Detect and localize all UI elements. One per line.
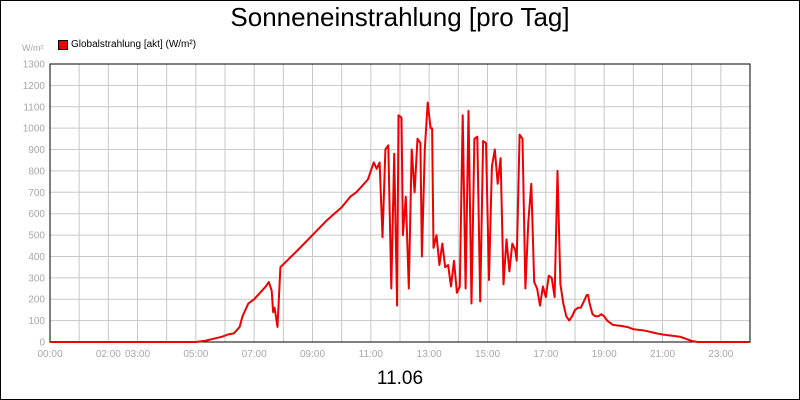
legend-swatch <box>58 39 68 50</box>
y-tick-label: 1100 <box>23 102 45 113</box>
chart-title: Sonneneinstrahlung [pro Tag] <box>230 2 570 32</box>
x-tick-label: 23:00 <box>708 349 733 360</box>
x-tick-label: 09:00 <box>300 349 325 360</box>
y-tick-label: 100 <box>28 316 45 327</box>
y-tick-label: 400 <box>28 252 45 263</box>
x-tick-label: 15:00 <box>475 349 500 360</box>
y-tick-label: 800 <box>28 166 45 177</box>
y-tick-label: 900 <box>28 145 45 156</box>
x-tick-label: 11:00 <box>359 349 384 360</box>
y-tick-label: 1300 <box>23 60 46 71</box>
y-tick-label: 300 <box>28 273 45 284</box>
x-tick-label: 21:00 <box>650 349 675 360</box>
plot-border <box>49 63 751 343</box>
y-tick-label: 200 <box>28 295 45 306</box>
x-tick-label: 00:00 <box>37 349 62 360</box>
x-axis-date-label: 11.06 <box>376 368 424 389</box>
x-tick-label: 17:00 <box>533 349 558 360</box>
y-tick-label: 1200 <box>23 81 46 92</box>
y-tick-label: 700 <box>28 188 45 199</box>
y-tick-label: 1000 <box>23 124 46 135</box>
x-tick-label: 02:00 <box>96 349 121 360</box>
y-axis-unit-label: W/m² <box>22 43 44 53</box>
legend: Globalstrahlung [akt] (W/m²) <box>58 39 196 50</box>
x-tick-label: 19:00 <box>592 349 617 360</box>
series-line <box>50 101 750 343</box>
x-tick-label: 13:00 <box>417 349 442 360</box>
y-tick-label: 500 <box>28 231 45 242</box>
y-tick-label: 600 <box>28 209 45 220</box>
legend-label: Globalstrahlung [akt] (W/m²) <box>71 39 197 50</box>
x-tick-label: 03:00 <box>125 349 150 360</box>
y-tick-label: 0 <box>39 338 45 349</box>
x-tick-label: 05:00 <box>183 349 208 360</box>
x-tick-label: 07:00 <box>242 349 267 360</box>
